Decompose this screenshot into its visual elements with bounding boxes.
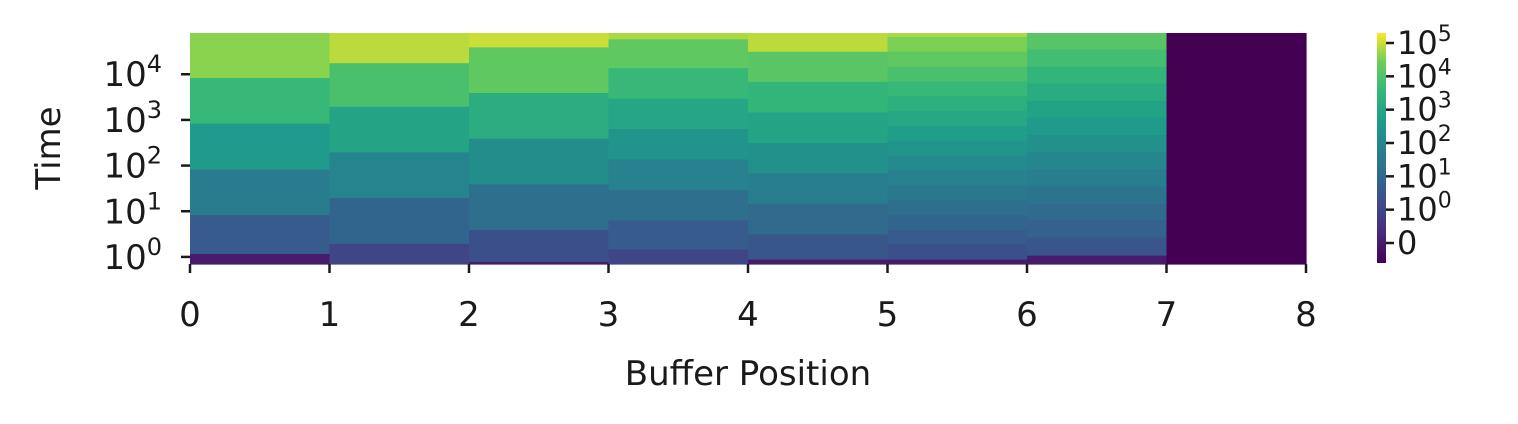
- heatmap-cell: [1027, 117, 1168, 136]
- heatmap-cell: [748, 111, 889, 144]
- heatmap-cell: [887, 155, 1028, 171]
- heatmap-cell: [608, 38, 749, 69]
- heatmap-cell: [887, 259, 1028, 265]
- heatmap-cell: [608, 67, 749, 99]
- heatmap-cell: [748, 142, 889, 174]
- heatmap-cell: [887, 36, 1028, 52]
- heatmap-cell: [608, 128, 749, 160]
- heatmap-cell: [1027, 48, 1168, 67]
- x-tick-label: 6: [1016, 295, 1038, 335]
- heatmap-cell: [469, 46, 610, 94]
- heatmap-cell: [887, 243, 1028, 260]
- y-tick-label: 100: [103, 233, 162, 278]
- x-tick-label: 7: [1156, 295, 1178, 335]
- x-tick-label: 1: [319, 295, 341, 335]
- heatmap-cell: [190, 168, 331, 216]
- heatmap-cell: [1027, 255, 1168, 265]
- heatmap-cell: [608, 248, 749, 265]
- heatmap-cell: [329, 33, 470, 64]
- heatmap-cell: [1027, 185, 1168, 204]
- heatmap-cell: [748, 51, 889, 82]
- x-tick-label: 2: [458, 295, 480, 335]
- heatmap-cell: [1027, 66, 1168, 84]
- heatmap-cell: [329, 106, 470, 153]
- heatmap-cell: [329, 243, 470, 265]
- heatmap-cell: [887, 229, 1028, 244]
- x-tick-label: 5: [877, 295, 899, 335]
- colorbar-gradient: [1377, 33, 1386, 263]
- heatmap-cell: [1027, 82, 1168, 101]
- heatmap-cell: [748, 259, 889, 265]
- heatmap-cell: [1027, 134, 1168, 153]
- heatmap-cell: [748, 172, 889, 204]
- heatmap-cell: [887, 66, 1028, 82]
- heatmap-cell: [1166, 33, 1307, 265]
- y-tick-label: 104: [103, 50, 162, 95]
- heatmap-cell: [329, 197, 470, 244]
- heatmap-cell: [469, 92, 610, 139]
- heatmap-cell: [608, 219, 749, 250]
- colorbar-tick-label: 101: [1397, 155, 1452, 195]
- x-tick-label: 8: [1295, 295, 1317, 335]
- x-tick-label: 0: [179, 295, 201, 335]
- heatmap-cell: [887, 110, 1028, 126]
- heatmap-cell: [469, 33, 610, 48]
- heatmap-cell: [190, 253, 331, 265]
- heatmap-cell: [1027, 168, 1168, 187]
- heatmap-cell: [329, 62, 470, 107]
- heatmap-cell: [190, 33, 331, 79]
- heatmap-cell: [748, 203, 889, 235]
- heatmap-cell: [887, 199, 1028, 216]
- colorbar-tick-label: 100: [1397, 189, 1452, 229]
- y-tick-label: 101: [103, 187, 162, 232]
- heatmap-cell: [1027, 151, 1168, 170]
- heatmap-cell: [608, 98, 749, 130]
- heatmap-cell: [190, 214, 331, 254]
- heatmap-cell: [469, 261, 610, 265]
- heatmap-cell: [887, 95, 1028, 112]
- heatmap-cell: [1027, 33, 1168, 50]
- heatmap-cell: [748, 33, 889, 52]
- y-tick-label: 102: [103, 142, 162, 187]
- heatmap-cell: [469, 138, 610, 185]
- heatmap-cell: [608, 189, 749, 221]
- colorbar-tick-label: 105: [1397, 22, 1452, 62]
- heatmap-cell: [469, 183, 610, 231]
- heatmap-cell: [190, 77, 331, 124]
- plot-area: [190, 33, 1307, 265]
- heatmap-cell: [329, 151, 470, 199]
- heatmap-cell: [469, 229, 610, 262]
- heatmap-cell: [1027, 203, 1168, 221]
- colorbar-tick-label: 0: [1397, 224, 1417, 262]
- heatmap-cell: [190, 123, 331, 170]
- heatmap-cell: [1027, 100, 1168, 118]
- heatmap-cell: [1027, 237, 1168, 256]
- heatmap-cell: [887, 80, 1028, 97]
- heatmap-cell: [748, 81, 889, 113]
- heatmap-cell: [748, 233, 889, 260]
- y-tick-label: 103: [103, 96, 162, 141]
- heatmap-cell: [887, 125, 1028, 141]
- heatmap-cell: [608, 158, 749, 191]
- heatmap-cell: [887, 184, 1028, 201]
- x-tick-label: 3: [598, 295, 620, 335]
- heatmap-cell: [887, 214, 1028, 231]
- heatmap-cell: [608, 33, 749, 40]
- colorbar-tick-label: 104: [1397, 55, 1452, 95]
- x-axis-label: Buffer Position: [625, 354, 871, 394]
- heatmap-cell: [887, 51, 1028, 67]
- y-axis-label: Time: [29, 106, 69, 190]
- colorbar-tick-label: 103: [1397, 89, 1452, 129]
- heatmap-cell: [887, 140, 1028, 156]
- colorbar-tick-label: 102: [1397, 122, 1452, 162]
- x-axis: 0 1 2 3 4 5 6 7 8: [179, 264, 1317, 335]
- heatmap-cell: [887, 170, 1028, 186]
- x-tick-label: 4: [737, 295, 759, 335]
- heatmap-cell: [887, 33, 1028, 37]
- heatmap-cell: [1027, 219, 1168, 238]
